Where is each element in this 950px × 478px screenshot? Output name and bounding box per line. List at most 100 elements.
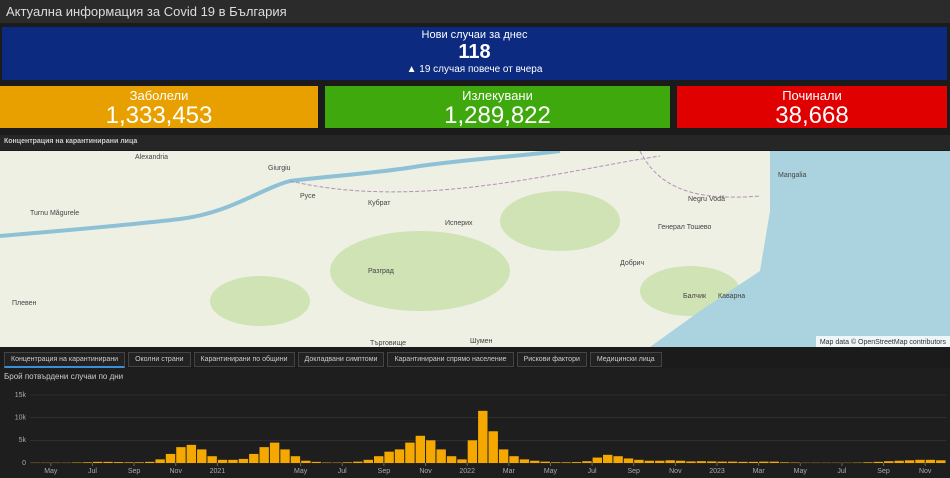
place-label: Каварна [718,293,745,300]
today-change: ▲ 19 случая повече от вчера [406,64,543,75]
bar [238,458,249,463]
place-label: Mangalia [778,172,807,179]
x-tick-label: May [544,468,558,475]
place-label: Генерал Тошево [658,224,712,231]
forest [210,191,740,326]
bar [290,456,301,463]
bar [550,462,561,463]
bar [197,449,207,463]
place-label: Исперих [445,220,473,227]
bar [707,461,717,463]
bar [426,440,436,463]
bar [384,451,394,463]
y-tick-label: 0 [22,460,26,467]
place-label: Кубрат [368,199,391,207]
place-label: Търговище [370,340,406,347]
place-label: Балчик [683,293,707,300]
card-label: Излекувани [462,88,533,103]
bar [904,460,915,463]
bar [467,440,478,463]
card-value: 1,333,453 [105,102,213,129]
bar [571,462,582,463]
bar [446,456,457,463]
x-tick-label: May [44,468,58,475]
bar [873,461,884,463]
x-tick-label: Mar [503,468,516,475]
bar [405,442,415,463]
card-value: 38,668 [775,102,849,129]
today-label: Нови случаи за днес [421,29,528,41]
bar [374,456,384,463]
x-tick-label: 2023 [709,468,725,475]
bar [415,435,426,463]
tab[interactable]: Докладвани симптоми [297,352,385,367]
bar [613,456,623,463]
bar [457,459,467,463]
bar [82,462,92,463]
tab[interactable]: Медицински лица [589,352,662,367]
tab[interactable]: Рискови фактори [516,352,587,367]
bar [342,462,353,463]
header: Актуална информация за Covid 19 в Българ… [0,0,950,23]
bar [155,459,165,463]
bar [301,460,311,463]
chart: Брой потвърдени случаи по дни 0 5k 10k 15k M… [0,368,950,478]
bar [655,460,665,463]
x-tick-label: 2022 [459,468,475,475]
map[interactable]: Map data © OpenStreetMap contributors Al… [0,151,950,347]
bar [228,459,238,463]
bar [249,453,259,463]
bar [717,461,727,463]
tab[interactable]: Карантинирани по общини [193,352,295,367]
bar [176,447,186,463]
bar [103,461,113,463]
tab-bar: Концентрация на карантинирани Околни стра… [4,348,665,368]
bar [748,461,759,463]
x-tick-label: Sep [378,468,391,475]
river [0,151,561,238]
bar [259,447,269,463]
bar [92,461,103,463]
bar [884,461,894,463]
bar [217,459,228,463]
bar [478,410,488,463]
x-tick-label: Sep [877,468,890,475]
bar [436,449,446,463]
x-tick-label: Mar [753,468,766,475]
card-label: Заболели [129,88,189,103]
bar [915,459,925,463]
map-attribution: Map data © OpenStreetMap contributors [820,338,947,346]
chart-title: Брой потвърдени случаи по дни [4,372,123,381]
bar [509,456,519,463]
tab[interactable]: Карантинирани спрямо население [387,352,514,367]
tab[interactable]: Концентрация на карантинирани [4,352,126,368]
x-tick-label: Nov [170,468,183,475]
bar [186,444,197,463]
bar [540,461,550,463]
place-label: Русе [300,193,316,200]
x-tick-label: Sep [128,468,141,475]
tab[interactable]: Околни страни [128,352,191,367]
card: Починали 38,668 [677,86,947,129]
x-tick-label: Jul [338,468,347,475]
bar [113,462,124,463]
bar [269,442,280,463]
card: Излекувани 1,289,822 [325,86,670,129]
bar [488,431,498,463]
card-label: Починали [782,88,842,103]
bar [634,459,644,463]
bar [207,456,217,463]
bar [561,462,571,463]
place-label: Alexandria [135,154,168,161]
bar [603,454,613,463]
bar [779,462,790,463]
place-label: Добрич [620,259,645,267]
card: Заболели 1,333,453 [0,86,318,129]
bar [280,449,290,463]
bar [498,449,509,463]
bar [134,462,144,463]
x-tick-label: Nov [669,468,682,475]
x-tick-label: Nov [919,468,932,475]
bar [738,461,748,463]
